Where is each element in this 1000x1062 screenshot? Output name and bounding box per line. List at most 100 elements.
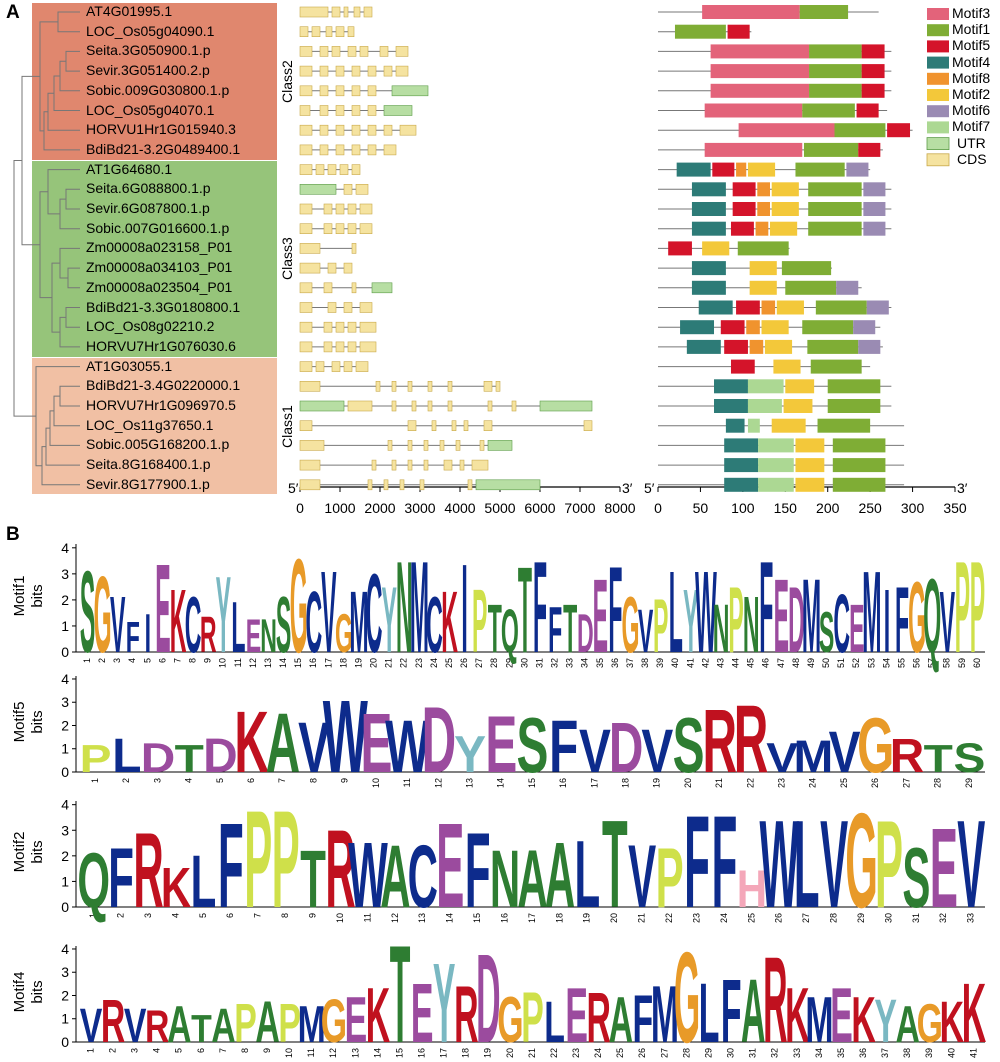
motif2-box (764, 339, 793, 354)
panel-a: A 0 1000 2000 3000 4000 5000 6000 7000 8000 5′ 3′ 0… (0, 0, 1000, 520)
logo-letter: A (609, 983, 633, 1056)
logo-y-tick-label: 2 (61, 848, 69, 864)
motif3-box (710, 44, 810, 59)
logo-y-tick-label: 0 (61, 764, 69, 780)
gene-name: BdiBd21-3.2G0489400.1 (86, 140, 241, 157)
legend-label: Motif6 (952, 102, 991, 119)
cds-block (351, 243, 357, 254)
cds-block (423, 459, 429, 471)
tree-branch (65, 50, 80, 72)
logo-position-label: 4 (170, 913, 180, 918)
motif1-box (799, 5, 849, 19)
gene-axis-5prime: 5′ (288, 480, 299, 496)
motif5-box (730, 359, 755, 374)
logo-letter: V (110, 581, 125, 669)
cds-block (343, 302, 353, 313)
logo-letter: T (175, 738, 205, 781)
logo-letter: P (728, 567, 743, 673)
logo-position-label: 12 (433, 778, 443, 788)
logo-letter: S (276, 581, 291, 669)
motif6-box (863, 202, 886, 216)
logo-letter: M (793, 731, 833, 782)
motif2-box (776, 300, 804, 315)
logo-letter: V (80, 998, 103, 1053)
logo-letter: E (411, 966, 434, 1060)
cds-block (335, 124, 345, 136)
motif4-box (676, 162, 711, 177)
cds-block (299, 459, 321, 471)
gene-name: Seita.8G168400.1.p (86, 456, 211, 473)
logo-letter: A (741, 961, 765, 1062)
motif7-box (758, 477, 794, 492)
logo-position-label: 22 (399, 658, 409, 668)
motif1-box (809, 83, 862, 98)
motif2-box (773, 359, 801, 374)
logo-position-label: 15 (472, 913, 482, 923)
logo-position-label: 7 (277, 778, 287, 783)
logo-position-label: 58 (942, 658, 952, 668)
logo-position-label: 1 (85, 1048, 95, 1053)
motif4-box (691, 261, 726, 276)
logo-position-label: 7 (218, 1048, 228, 1053)
logo-position-label: 13 (417, 913, 427, 923)
cds-block (395, 46, 409, 57)
logo-position-label: 22 (745, 778, 755, 788)
logo-position-label: 8 (280, 913, 290, 918)
logo-position-label: 50 (821, 658, 831, 668)
cds-block (467, 479, 473, 491)
logo-position-label: 17 (527, 913, 537, 923)
logo-letter: Q (77, 837, 110, 924)
cds-block (335, 85, 345, 97)
cds-block (451, 420, 457, 432)
legend-swatch (927, 121, 949, 134)
logo-position-label: 33 (966, 913, 976, 923)
cds-block (483, 380, 493, 392)
logo-position-label: 19 (353, 658, 363, 668)
motif1-box (795, 162, 845, 177)
motif5-box (730, 221, 754, 236)
logo-y-tick-label: 3 (61, 694, 69, 710)
motif2-box (795, 477, 825, 492)
logo-letter: E (565, 972, 588, 1059)
cds-block (367, 105, 377, 116)
cds-block (367, 85, 377, 97)
cds-block (375, 380, 381, 392)
logo-letter: L (191, 839, 217, 923)
logo-position-label: 2 (116, 913, 126, 918)
motif2-box (749, 280, 777, 295)
utr-block (487, 440, 513, 451)
logo-position-label: 38 (640, 658, 650, 668)
logo-letter: P (278, 993, 301, 1054)
motif1-box (815, 300, 867, 315)
logo-letter: T (390, 918, 411, 1062)
logo-letter: W (323, 680, 368, 796)
logo-position-label: 15 (394, 1048, 404, 1058)
legend-swatch (927, 89, 949, 101)
class-label: Class1 (279, 404, 295, 448)
logo-position-label: 39 (924, 1048, 934, 1058)
cds-block (367, 65, 377, 77)
logo-position-label: 23 (777, 778, 787, 788)
logo-y-tick-label: 0 (61, 1034, 69, 1050)
logo-letter: P (472, 570, 487, 671)
logo-position-label: 19 (582, 913, 592, 923)
motif-axis-3prime: 3′ (957, 480, 968, 496)
cds-block (299, 124, 313, 136)
cds-block (299, 440, 325, 451)
cds-block (351, 164, 361, 175)
motif8-box (736, 162, 747, 177)
cds-block (335, 105, 345, 116)
logo-position-label: 23 (571, 1048, 581, 1058)
cds-block (379, 46, 389, 57)
motif1-box (807, 339, 859, 354)
cds-block (343, 184, 353, 195)
cds-block (299, 282, 313, 294)
cds-block (391, 380, 397, 392)
logo-letter: D (609, 707, 644, 787)
cds-block (383, 479, 389, 491)
logo-letter: E (593, 558, 608, 675)
motif-axis-tick-label: 300 (901, 500, 925, 516)
logo-position-label: 18 (620, 778, 630, 788)
motif6-box (836, 280, 859, 295)
